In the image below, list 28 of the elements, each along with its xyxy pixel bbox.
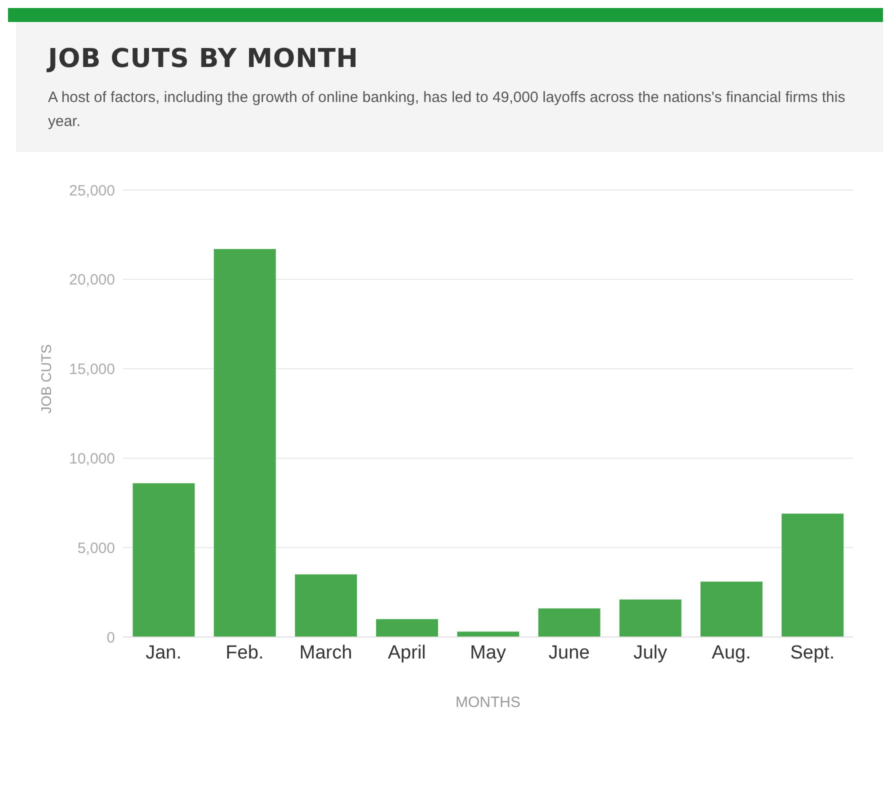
y-tick-label: 15,000: [69, 361, 115, 378]
y-tick-label: 5,000: [77, 540, 115, 557]
x-tick-label: Jan.: [146, 642, 182, 664]
y-tick-label: 20,000: [69, 272, 115, 289]
y-tick-label: 0: [106, 629, 115, 646]
bar: [538, 608, 600, 637]
x-tick-label: July: [633, 642, 668, 664]
x-tick-label: May: [470, 642, 506, 664]
x-tick-label: June: [548, 642, 590, 664]
bar: [619, 599, 682, 637]
bar: [132, 483, 195, 637]
chart-title: JOB CUTS BY MONTH: [48, 44, 360, 74]
x-tick-label: April: [388, 642, 426, 664]
bar: [457, 632, 520, 637]
x-axis-title: MONTHS: [456, 694, 520, 711]
bar: [700, 582, 763, 637]
y-tick-label: 10,000: [69, 450, 115, 468]
bar: [376, 619, 438, 637]
y-tick-label: 25,000: [69, 182, 115, 200]
bar: [782, 514, 844, 637]
bar: [294, 574, 357, 637]
x-tick-label: Feb.: [226, 642, 264, 664]
chart-subtitle: A host of factors, including the growth of online banking, has led to 49,000 layoffs across the nations's financial firms this year.: [48, 88, 846, 132]
x-tick-label: Sept.: [790, 642, 835, 664]
bar: [214, 249, 276, 637]
x-tick-label: March: [299, 642, 352, 664]
x-tick-label: Aug.: [712, 642, 751, 664]
y-axis-title: JOB CUTS: [38, 344, 54, 414]
